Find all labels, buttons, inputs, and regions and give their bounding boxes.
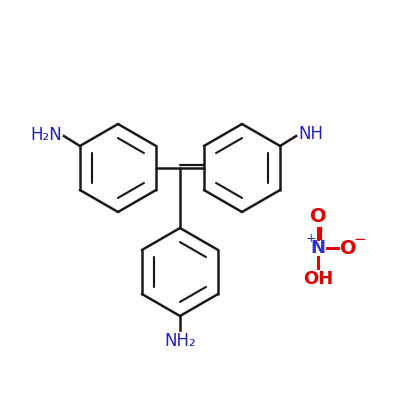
Text: N: N xyxy=(310,239,326,257)
Text: OH: OH xyxy=(303,270,333,288)
Text: O: O xyxy=(310,208,326,226)
Text: O: O xyxy=(340,238,356,258)
Text: H₂N: H₂N xyxy=(30,126,62,144)
Text: −: − xyxy=(354,232,366,248)
Text: NH: NH xyxy=(298,125,323,143)
Text: +: + xyxy=(306,232,316,244)
Text: NH₂: NH₂ xyxy=(164,332,196,350)
